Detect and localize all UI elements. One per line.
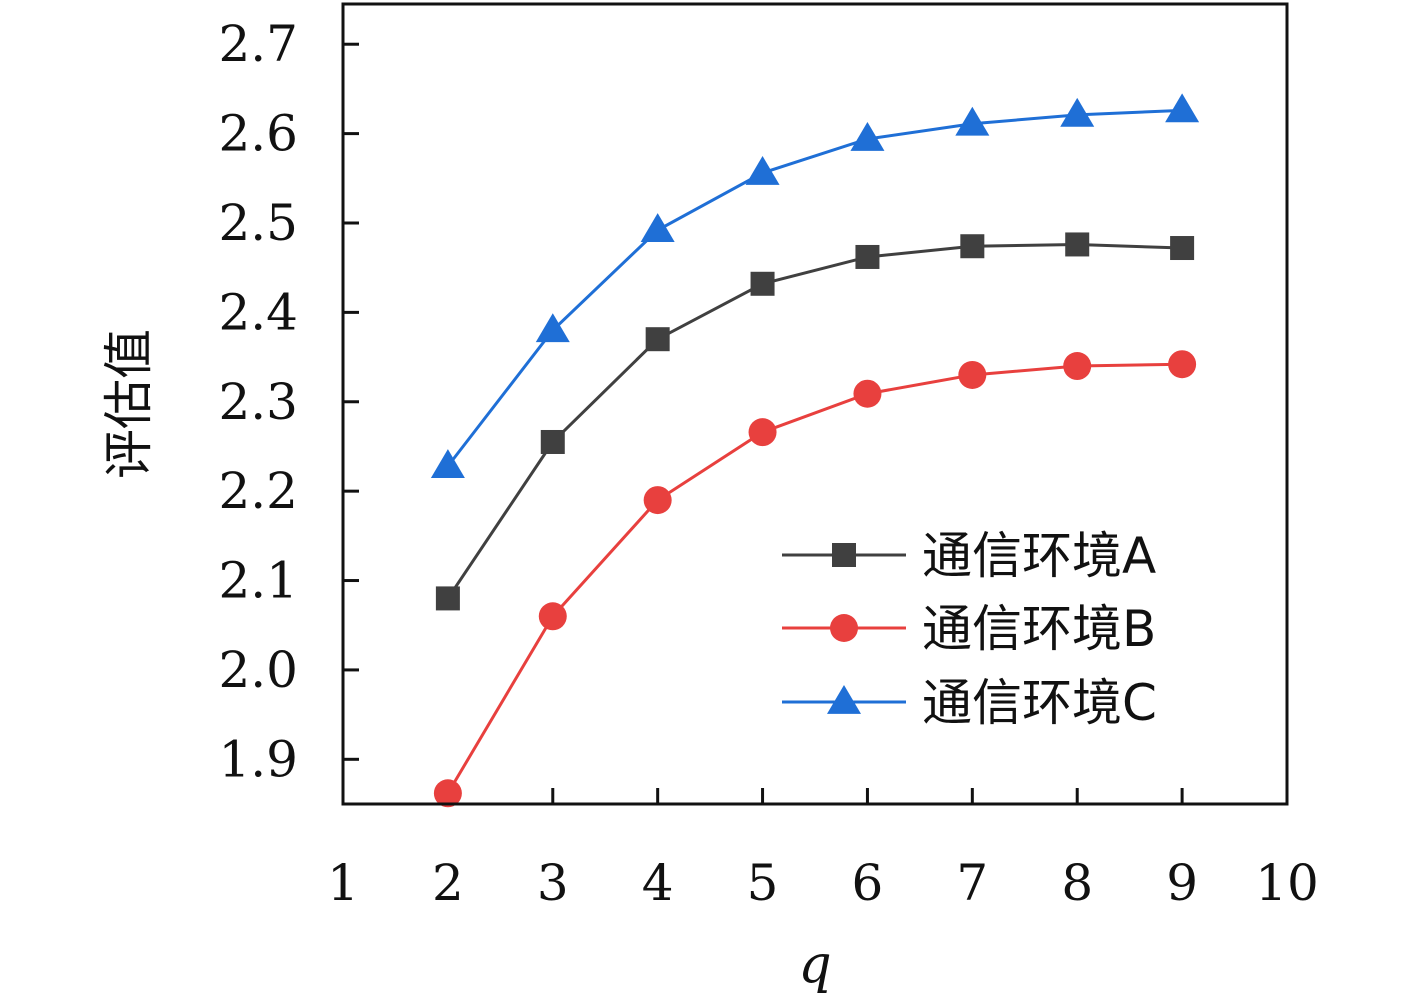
- y-tick-label: 2.3: [218, 373, 298, 431]
- y-tick-label: 2.5: [218, 194, 298, 252]
- series-b-point: [958, 360, 987, 389]
- legend-marker: [827, 685, 861, 714]
- series-c-point: [850, 121, 885, 151]
- y-tick-label: 1.9: [218, 730, 298, 788]
- legend-item-b: 通信环境B: [782, 600, 1156, 658]
- legend-label: 通信环境B: [922, 600, 1156, 658]
- series-b-point: [1168, 350, 1197, 379]
- x-tick-label: 5: [747, 854, 779, 912]
- series-b-point: [643, 486, 672, 515]
- series-a-point: [960, 234, 985, 259]
- legend-label: 通信环境C: [922, 674, 1157, 732]
- series-c-point: [640, 213, 675, 243]
- series-c-point: [430, 449, 465, 479]
- series-a-point: [855, 244, 880, 269]
- series-c-point: [1060, 97, 1095, 127]
- series-c-point: [955, 106, 990, 136]
- series-a-point: [750, 271, 775, 296]
- x-tick-label: 10: [1255, 854, 1319, 912]
- series-b-point: [853, 379, 882, 408]
- legend-item-a: 通信环境A: [782, 527, 1156, 585]
- x-tick-label: 6: [852, 854, 884, 912]
- series-a-line: [446, 242, 1183, 600]
- series-b: [433, 350, 1197, 808]
- series-b-line: [446, 362, 1183, 795]
- series-c-point: [535, 313, 570, 343]
- x-tick-label: 9: [1166, 854, 1198, 912]
- x-tick-label: 2: [432, 854, 464, 912]
- series-c-point: [1165, 93, 1200, 123]
- x-axis-title: q: [798, 935, 831, 995]
- y-tick-label: 2.0: [218, 641, 298, 699]
- series-a: [435, 232, 1195, 611]
- x-tick-label: 7: [956, 854, 988, 912]
- legend-item-c: 通信环境C: [782, 674, 1157, 732]
- y-tick-label: 2.7: [218, 15, 298, 73]
- legend-marker: [832, 543, 856, 567]
- legend-label: 通信环境A: [922, 527, 1156, 585]
- legend: 通信环境A 通信环境B 通信环境C: [782, 527, 1157, 732]
- plot-frame: [341, 2, 1289, 806]
- series-a-point: [1170, 236, 1195, 261]
- y-tick-label: 2.6: [218, 105, 298, 163]
- y-tick-label: 2.4: [218, 283, 298, 341]
- y-tick-label: 2.2: [218, 462, 298, 520]
- series-layer: [430, 93, 1200, 808]
- series-a-point: [645, 327, 670, 352]
- x-tick-label: 4: [642, 854, 674, 912]
- y-tick-label: 2.1: [218, 552, 298, 610]
- y-axis-title: 评估值: [100, 329, 158, 479]
- series-c-point: [745, 155, 780, 185]
- x-tick-label: 1: [327, 854, 359, 912]
- series-b-point: [433, 779, 462, 808]
- series-b-point: [748, 418, 777, 447]
- series-a-point: [435, 586, 460, 611]
- legend-marker: [830, 614, 858, 642]
- series-c-line: [446, 108, 1183, 468]
- series-a-point: [540, 429, 565, 454]
- series-b-point: [538, 602, 567, 631]
- x-tick-label: 8: [1061, 854, 1093, 912]
- series-b-point: [1063, 352, 1092, 381]
- ticks-layer: 1 2 3 4 5 6 7 8 9 10 1.9 2.0 2.1 2.2 2.3 2.4 2.5 2.6 2.7: [218, 15, 1318, 912]
- series-a-point: [1065, 232, 1090, 257]
- x-tick-label: 3: [537, 854, 569, 912]
- series-c: [430, 93, 1200, 479]
